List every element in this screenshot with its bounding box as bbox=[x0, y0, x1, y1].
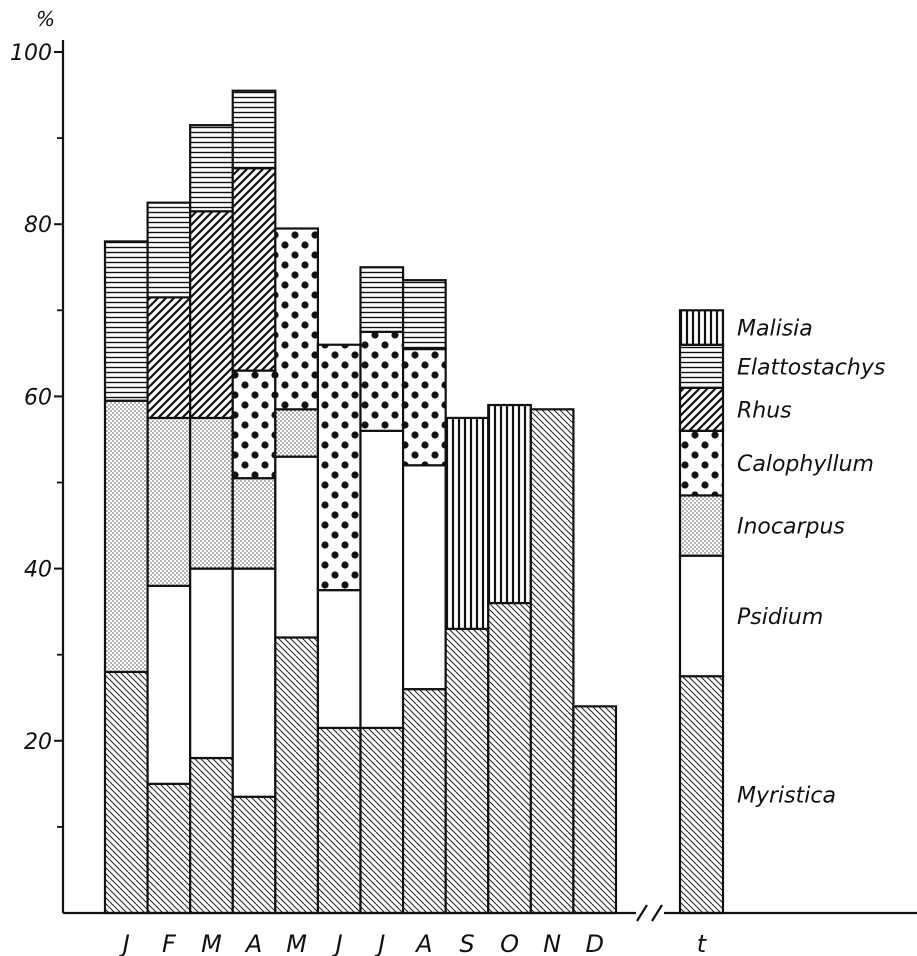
x-tick-label: F bbox=[162, 930, 177, 956]
bar-8 bbox=[401, 279, 447, 915]
y-tick-label: 80 bbox=[24, 213, 52, 238]
bar-segment-myristica bbox=[444, 627, 490, 915]
bar-segment-psidium bbox=[401, 464, 447, 691]
bar-segment-myristica bbox=[103, 670, 149, 915]
y-tick-label: 20 bbox=[24, 730, 52, 755]
legend-label-calophyllum: Calophyllum bbox=[737, 452, 874, 477]
x-tick-label: O bbox=[500, 930, 519, 956]
bar-segment-psidium bbox=[678, 554, 725, 678]
legend-label-inocarpus: Inocarpus bbox=[737, 515, 845, 540]
bar-segment-rhus bbox=[146, 296, 192, 420]
bar-segment-calophyllum bbox=[274, 227, 320, 411]
x-tick-label: M bbox=[201, 930, 222, 956]
bar-segment-calophyllum bbox=[231, 369, 277, 480]
bar-segment-myristica bbox=[189, 756, 234, 915]
bar-segment-elattostachys bbox=[103, 240, 149, 402]
bar-segment-calophyllum bbox=[678, 429, 725, 497]
x-tick-label-total: t bbox=[697, 930, 708, 956]
legend-label-myristica: Myristica bbox=[737, 784, 836, 809]
bar-3 bbox=[189, 124, 234, 915]
bar-segment-elattostachys bbox=[231, 89, 277, 170]
x-tick-label: A bbox=[414, 930, 432, 956]
bar-segment-inocarpus bbox=[103, 399, 149, 674]
bar-segment-psidium bbox=[359, 429, 405, 729]
bar-segment-elattostachys bbox=[146, 201, 192, 299]
bar-segment-inocarpus bbox=[146, 416, 192, 587]
x-tick-label: S bbox=[459, 930, 474, 956]
x-tick-label: M bbox=[286, 930, 307, 956]
bar-segment-myristica bbox=[146, 782, 192, 915]
bar-segment-myristica bbox=[359, 726, 405, 915]
bar-segment-psidium bbox=[274, 455, 320, 639]
bar-segment-psidium bbox=[146, 584, 192, 785]
legend: Myristica Psidium Inocarpus Calophyllum Rhus… bbox=[737, 317, 885, 809]
x-tick-label: J bbox=[119, 930, 130, 956]
axis-break-mark bbox=[636, 904, 648, 922]
y-tick-label: 60 bbox=[24, 385, 52, 410]
bar-11 bbox=[529, 408, 575, 915]
y-tick-label: 40 bbox=[24, 558, 52, 583]
bar-5 bbox=[274, 227, 320, 915]
bar-segment-myristica bbox=[274, 636, 320, 915]
bar-segment-psidium bbox=[231, 567, 277, 798]
y-tick-label: 100 bbox=[10, 41, 52, 66]
bar-segment-rhus bbox=[231, 167, 277, 372]
bar-segment-psidium bbox=[316, 589, 362, 729]
bar-segment-inocarpus bbox=[678, 494, 725, 557]
bar-segment-elattostachys bbox=[678, 343, 725, 389]
bar-segment-malisia bbox=[678, 309, 725, 346]
bar-segment-myristica bbox=[231, 795, 277, 915]
bar-4 bbox=[231, 89, 277, 915]
bar-segment-myristica bbox=[678, 675, 725, 915]
bar-segment-elattostachys bbox=[189, 124, 234, 213]
bar-segment-myristica bbox=[316, 726, 362, 915]
legend-label-psidium: Psidium bbox=[737, 605, 823, 630]
legend-label-malisia: Malisia bbox=[737, 317, 813, 342]
bar-segment-inocarpus bbox=[274, 408, 320, 458]
bar-segment-inocarpus bbox=[231, 477, 277, 570]
y-axis: 20 40 60 80 100 bbox=[10, 40, 65, 913]
bar-segment-inocarpus bbox=[189, 416, 234, 570]
bar-segment-elattostachys bbox=[401, 279, 447, 351]
bar-total bbox=[678, 309, 725, 915]
legend-label-elattostachys: Elattostachys bbox=[737, 355, 885, 380]
axis-break-mark bbox=[651, 904, 663, 922]
x-tick-label: A bbox=[244, 930, 262, 956]
bar-segment-elattostachys bbox=[359, 266, 405, 333]
bar-12 bbox=[572, 705, 618, 915]
bar-segment-myristica bbox=[529, 408, 575, 915]
bar-segment-psidium bbox=[189, 567, 234, 760]
y-unit-label: % bbox=[36, 7, 55, 31]
bar-segment-myristica bbox=[572, 705, 618, 915]
bar-9 bbox=[444, 416, 490, 915]
x-tick-label: D bbox=[585, 930, 603, 956]
bar-segment-rhus bbox=[189, 210, 234, 420]
x-tick-label: J bbox=[332, 930, 343, 956]
bar-10 bbox=[487, 403, 532, 915]
x-tick-label: N bbox=[543, 930, 561, 956]
bar-segment-calophyllum bbox=[401, 347, 447, 467]
bar-6 bbox=[316, 343, 362, 915]
legend-label-rhus: Rhus bbox=[737, 398, 792, 423]
bar-2 bbox=[146, 201, 192, 915]
bar-segment-calophyllum bbox=[359, 330, 405, 432]
bar-segment-myristica bbox=[487, 601, 532, 915]
bar-segment-calophyllum bbox=[316, 343, 362, 592]
bar-segment-malisia bbox=[444, 416, 490, 630]
bar-segment-myristica bbox=[401, 688, 447, 915]
bar-1 bbox=[103, 240, 149, 915]
bar-segment-malisia bbox=[487, 403, 532, 605]
bar-series-group bbox=[103, 89, 725, 915]
bar-segment-rhus bbox=[678, 386, 725, 432]
x-tick-label: J bbox=[374, 930, 385, 956]
bar-7 bbox=[359, 266, 405, 915]
